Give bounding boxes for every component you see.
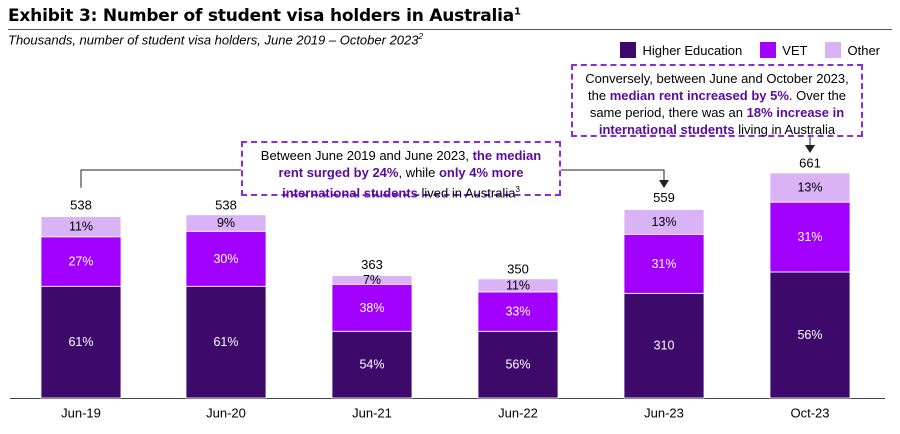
bar-segment-other	[331, 275, 413, 285]
chart-subtitle: Thousands, number of student visa holder…	[8, 32, 423, 48]
data-label: 30%	[213, 252, 238, 266]
data-label: 61%	[213, 335, 238, 349]
bar-segment-higher-education	[185, 285, 267, 399]
data-label: 56%	[797, 328, 822, 342]
data-label: 56%	[505, 358, 530, 372]
data-label: 11%	[69, 220, 93, 234]
legend-swatch-other	[825, 42, 842, 58]
data-label: 310	[654, 339, 675, 353]
data-label: 31%	[797, 230, 822, 244]
connector-arrowhead	[659, 180, 669, 188]
x-tick-label: Jun-23	[644, 406, 684, 421]
bar-segment-higher-education	[40, 285, 122, 399]
total-label: 538	[215, 197, 237, 212]
bar-segment-vet	[623, 233, 705, 294]
legend-label: Higher Education	[642, 42, 743, 58]
total-label: 350	[507, 261, 529, 276]
legend-item-vet: VET	[760, 42, 807, 58]
data-label: 38%	[359, 301, 384, 315]
total-label: 363	[361, 257, 383, 272]
callout-left: Between June 2019 and June 2023, the med…	[241, 141, 561, 200]
bar-segment-other	[769, 172, 851, 203]
x-tick-label: Jun-19	[61, 406, 101, 421]
data-label: 11%	[506, 278, 530, 292]
bar-segment-vet	[769, 201, 851, 273]
data-label: 9%	[217, 216, 235, 230]
data-label: 33%	[505, 305, 530, 319]
legend-label: VET	[782, 42, 808, 58]
connector-line	[80, 169, 241, 188]
legend: Higher Education VET Other	[620, 42, 880, 58]
data-label: 7%	[363, 273, 381, 287]
bar-segment-other	[477, 278, 559, 293]
chart-title: Exhibit 3: Number of student visa holder…	[8, 6, 521, 26]
total-label: 559	[653, 190, 675, 205]
legend-swatch-vet	[760, 42, 777, 58]
data-label: 54%	[359, 358, 384, 372]
x-tick-label: Jun-22	[498, 406, 538, 421]
bar-segment-vet	[185, 230, 267, 287]
x-tick-label: Oct-23	[790, 406, 829, 421]
bar-segment-vet	[331, 283, 413, 332]
x-tick-label: Jun-21	[352, 406, 392, 421]
data-label: 27%	[68, 255, 93, 269]
total-label: 538	[70, 197, 92, 212]
bar-segment-higher-education	[331, 330, 413, 399]
bar-segment-vet	[477, 291, 559, 332]
bar-segment-vet	[40, 236, 122, 287]
title-divider	[8, 29, 892, 30]
legend-label: Other	[847, 42, 880, 58]
legend-item-higher-education: Higher Education	[620, 42, 742, 58]
callout-right: Conversely, between June and October 202…	[571, 64, 863, 137]
bar-segment-higher-education	[477, 330, 559, 399]
bar-segment-other	[623, 209, 705, 235]
data-label: 13%	[797, 181, 822, 195]
total-label: 661	[799, 155, 821, 170]
x-tick-label: Jun-20	[206, 406, 246, 421]
legend-swatch-higher-education	[620, 42, 637, 58]
bar-segment-higher-education	[623, 292, 705, 399]
data-label: 13%	[651, 215, 676, 229]
data-label: 31%	[651, 257, 676, 271]
data-label: 61%	[68, 335, 93, 349]
legend-item-other: Other	[825, 42, 880, 58]
bar-segment-other	[40, 216, 122, 238]
connector-line	[561, 169, 665, 181]
bar-segment-other	[185, 214, 267, 232]
connector-arrowhead	[805, 145, 815, 153]
